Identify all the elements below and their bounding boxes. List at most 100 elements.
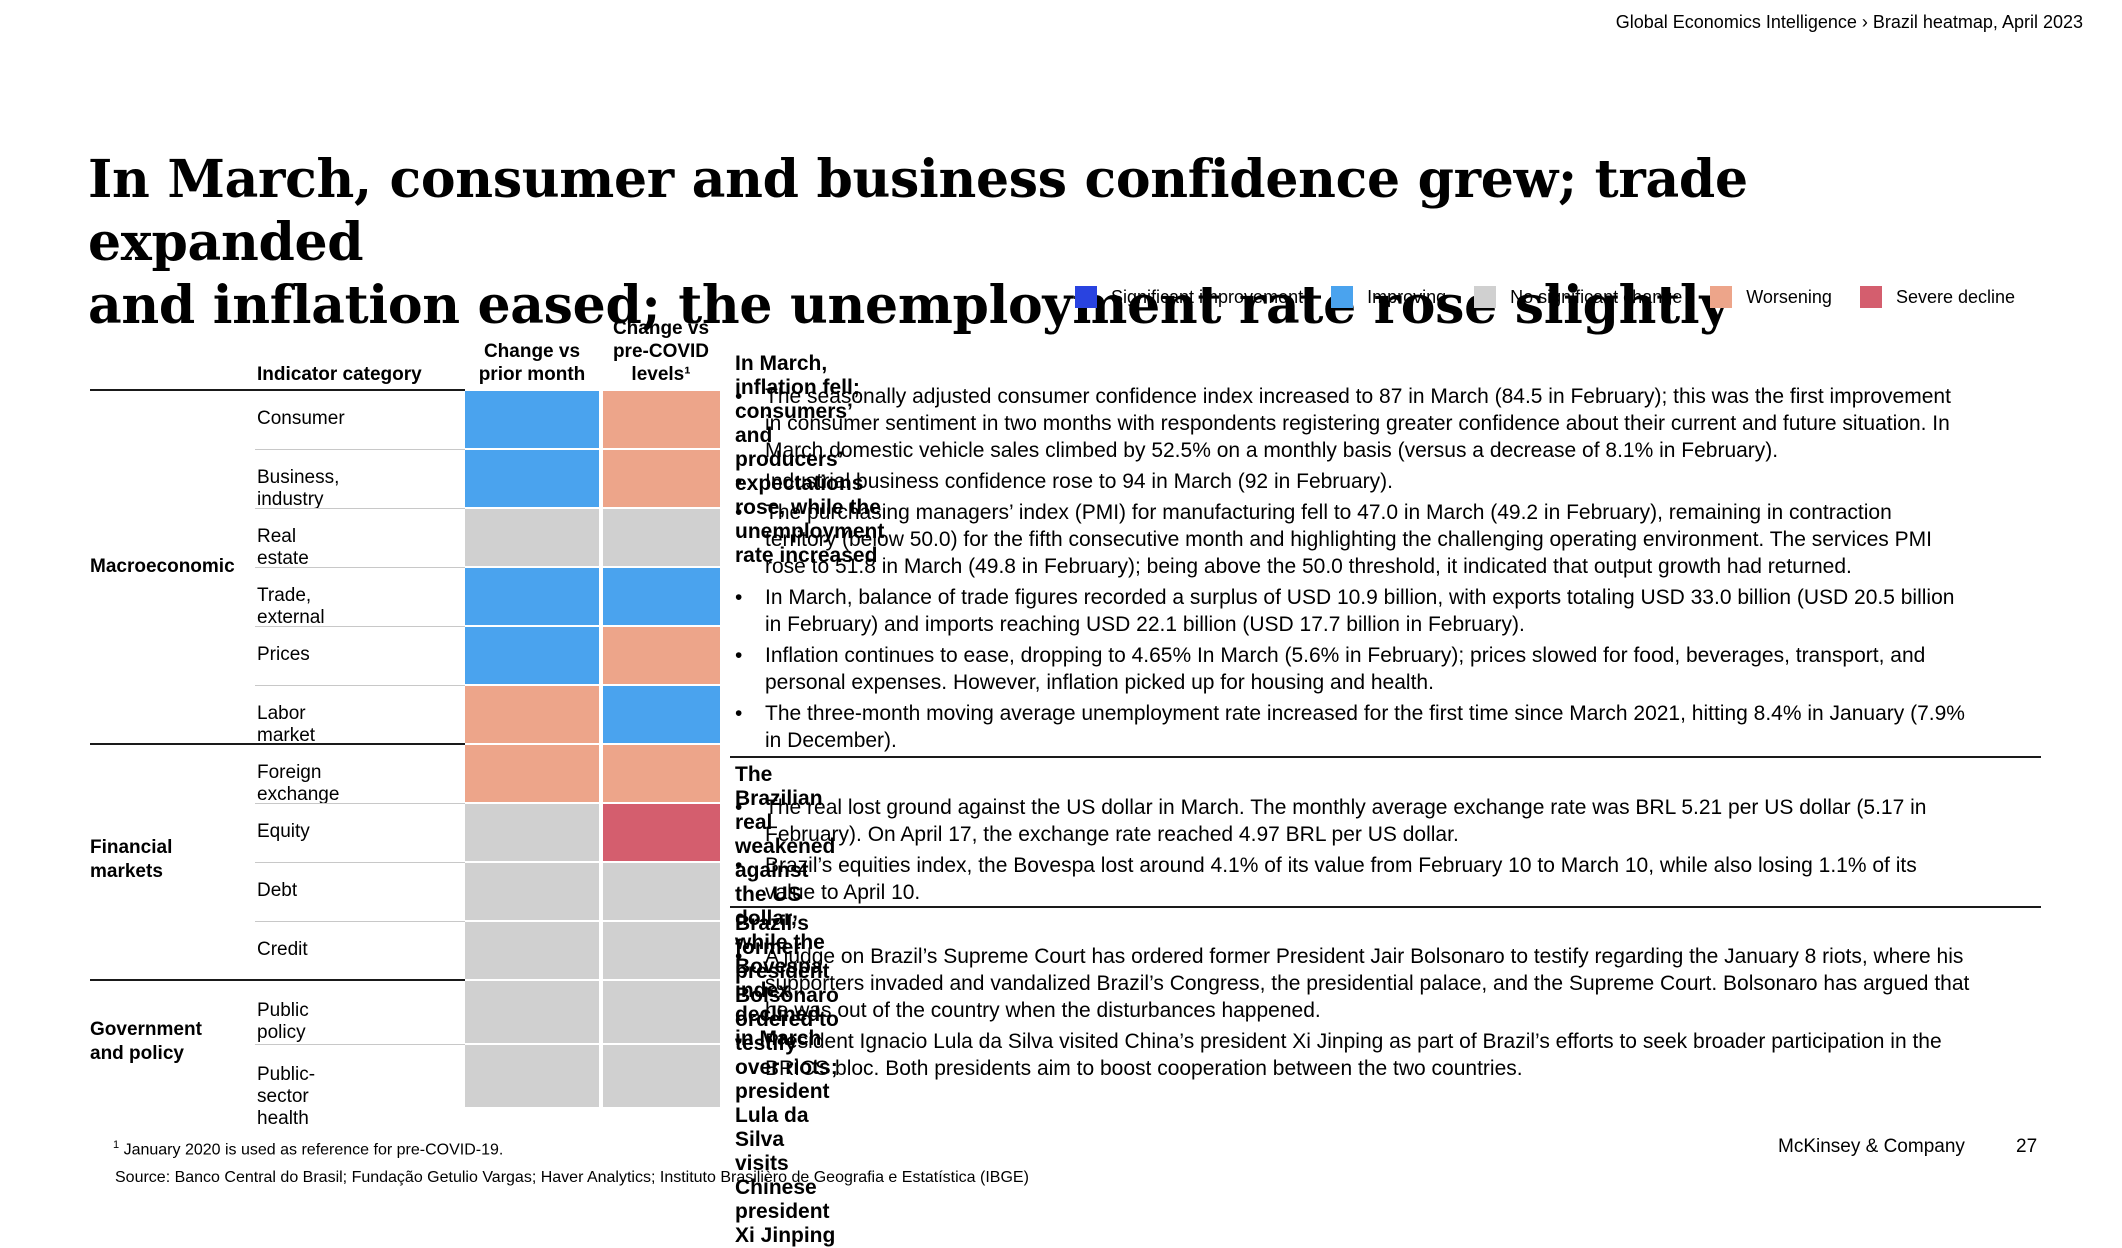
indicator-label: Prices bbox=[257, 643, 310, 665]
indicator-label: Business, industry bbox=[257, 466, 340, 510]
heat-cell-pre-covid bbox=[603, 804, 720, 861]
bullet-dot: • bbox=[735, 385, 743, 408]
column-header-line: pre-COVID bbox=[612, 341, 710, 362]
group-label-line: and policy bbox=[90, 1043, 184, 1064]
heat-cell-prior-month bbox=[465, 391, 599, 448]
bullet-line: The three-month moving average unemploym… bbox=[765, 702, 1965, 725]
footnote-mark: 1 bbox=[113, 1139, 120, 1151]
source-note: Source: Banco Central do Brasil; Fundaçã… bbox=[115, 1169, 1029, 1186]
legend-item-significant-improvement: Significant improvement bbox=[1075, 286, 1303, 308]
bullet-text: Inflation continues to ease, dropping to… bbox=[735, 642, 2035, 696]
bullet-line: The purchasing managers’ index (PMI) for… bbox=[765, 501, 1892, 524]
heat-cell-prior-month bbox=[465, 1045, 599, 1107]
bullet-line: President Ignacio Lula da Silva visited … bbox=[765, 1030, 1942, 1053]
bullet-line: personal expenses. However, inflation pi… bbox=[765, 671, 1434, 694]
group-label: Financial markets bbox=[90, 836, 172, 884]
section-divider bbox=[730, 906, 2041, 908]
bullet-text: President Ignacio Lula da Silva visited … bbox=[735, 1028, 2035, 1082]
bullet-text: A judge on Brazil’s Supreme Court has or… bbox=[735, 943, 2035, 1024]
indicator-label: Real estate bbox=[257, 525, 309, 569]
bullet-line: in December). bbox=[765, 729, 897, 752]
indicator-label: Labor market bbox=[257, 702, 316, 746]
heat-cell-pre-covid bbox=[603, 509, 720, 566]
group-label: Government and policy bbox=[90, 1018, 202, 1066]
bullet-line: Industrial business confidence rose to 9… bbox=[765, 470, 1393, 493]
legend-item-no-significant-change: No significant change bbox=[1474, 286, 1682, 308]
bullet-line: The real lost ground against the US doll… bbox=[765, 796, 1927, 819]
bullet-item: • Brazil’s equities index, the Bovespa lo… bbox=[735, 852, 2035, 906]
section-divider bbox=[730, 756, 2041, 758]
row-divider bbox=[255, 1044, 465, 1045]
group-label-line: Financial bbox=[90, 837, 173, 858]
bullet-line: February). On April 17, the exchange rat… bbox=[765, 823, 1459, 846]
bullet-text: Brazil’s equities index, the Bovespa los… bbox=[735, 852, 2035, 906]
indicator-label: Equity bbox=[257, 820, 310, 842]
bullet-dot: • bbox=[735, 854, 743, 877]
heat-cell-prior-month bbox=[465, 863, 599, 920]
page-title: In March, consumer and business confiden… bbox=[88, 148, 1988, 337]
heat-cell-pre-covid bbox=[603, 568, 720, 625]
group-divider bbox=[90, 389, 465, 391]
breadcrumb: Global Economics Intelligence › Brazil h… bbox=[1615, 12, 2083, 32]
legend-label: Improving bbox=[1367, 286, 1447, 307]
indicator-label: Foreign exchange bbox=[257, 761, 340, 805]
footnote: 1 January 2020 is used as reference for … bbox=[113, 1139, 503, 1159]
heat-cell-pre-covid bbox=[603, 450, 720, 507]
bullet-line: A judge on Brazil’s Supreme Court has or… bbox=[765, 945, 1964, 968]
bullet-text: Industrial business confidence rose to 9… bbox=[735, 468, 2035, 495]
bullet-item: • The real lost ground against the US dol… bbox=[735, 794, 2035, 848]
brand-name: McKinsey & Company bbox=[1778, 1136, 1965, 1157]
heat-cell-prior-month bbox=[465, 686, 599, 743]
indicator-category-header: Indicator category bbox=[257, 364, 422, 385]
bullet-dot: • bbox=[735, 586, 743, 609]
bullet-item: • Industrial business confidence rose to … bbox=[735, 468, 2035, 495]
page-number: 27 bbox=[2016, 1136, 2038, 1157]
bullet-line: rose to 51.8 in March (49.8 in February)… bbox=[765, 555, 1852, 578]
group-divider bbox=[90, 979, 465, 981]
bullet-line: he was out of the country when the distu… bbox=[765, 999, 1321, 1022]
bullet-item: • Inflation continues to ease, dropping t… bbox=[735, 642, 2035, 696]
heat-cell-pre-covid bbox=[603, 922, 720, 979]
bullet-item: • The purchasing managers’ index (PMI) fo… bbox=[735, 499, 2035, 580]
bullet-line: BRICS bloc. Both presidents aim to boost… bbox=[765, 1057, 1523, 1080]
heat-cell-prior-month bbox=[465, 745, 599, 802]
bullet-text: The purchasing managers’ index (PMI) for… bbox=[735, 499, 2035, 580]
heat-cell-prior-month bbox=[465, 981, 599, 1043]
legend-swatch bbox=[1710, 286, 1733, 308]
bullet-dot: • bbox=[735, 1030, 743, 1053]
heat-cell-pre-covid bbox=[603, 981, 720, 1043]
bullet-line: Inflation continues to ease, dropping to… bbox=[765, 644, 1926, 667]
bullet-line: In March, balance of trade figures recor… bbox=[765, 586, 1955, 609]
column-header-pre-covid: Change vs pre-COVID levels¹ bbox=[601, 317, 721, 386]
bullet-line: value to April 10. bbox=[765, 881, 921, 904]
bullet-dot: • bbox=[735, 501, 743, 524]
bullet-line: in February) and imports reaching USD 22… bbox=[765, 613, 1525, 636]
row-divider bbox=[255, 685, 465, 686]
bullet-dot: • bbox=[735, 796, 743, 819]
group-label-line: Government bbox=[90, 1019, 202, 1040]
legend-swatch bbox=[1474, 286, 1497, 308]
legend-label: No significant change bbox=[1510, 286, 1683, 307]
group-label-line: markets bbox=[90, 861, 163, 882]
column-header-line: levels¹ bbox=[631, 364, 691, 385]
column-header-prior-month: Change vs prior month bbox=[478, 341, 586, 385]
indicator-label: Consumer bbox=[257, 407, 345, 429]
bullet-text: The real lost ground against the US doll… bbox=[735, 794, 2035, 848]
group-label: Macroeconomic bbox=[90, 556, 235, 577]
bullet-line: March domestic vehicle sales climbed by … bbox=[765, 439, 1779, 462]
bullet-text: The seasonally adjusted consumer confide… bbox=[735, 383, 2035, 464]
heat-cell-pre-covid bbox=[603, 686, 720, 743]
heat-cell-pre-covid bbox=[603, 745, 720, 802]
indicator-label: Credit bbox=[257, 938, 308, 960]
section-title: In March, inflation fell; consumers’ and… bbox=[735, 352, 885, 567]
legend-label: Significant improvement bbox=[1111, 286, 1304, 307]
bullet-line: supporters invaded and vandalized Brazil… bbox=[765, 972, 1970, 995]
heat-cell-prior-month bbox=[465, 804, 599, 861]
bullet-line: in consumer sentiment in two months with… bbox=[765, 412, 1950, 435]
heat-cell-prior-month bbox=[465, 568, 599, 625]
heat-cell-pre-covid bbox=[603, 391, 720, 448]
heat-cell-prior-month bbox=[465, 509, 599, 566]
heat-cell-pre-covid bbox=[603, 1045, 720, 1107]
page-title-line-1: In March, consumer and business confiden… bbox=[88, 149, 1748, 273]
page-title-line-2: and inflation eased; the unemployment ra… bbox=[88, 275, 1730, 336]
